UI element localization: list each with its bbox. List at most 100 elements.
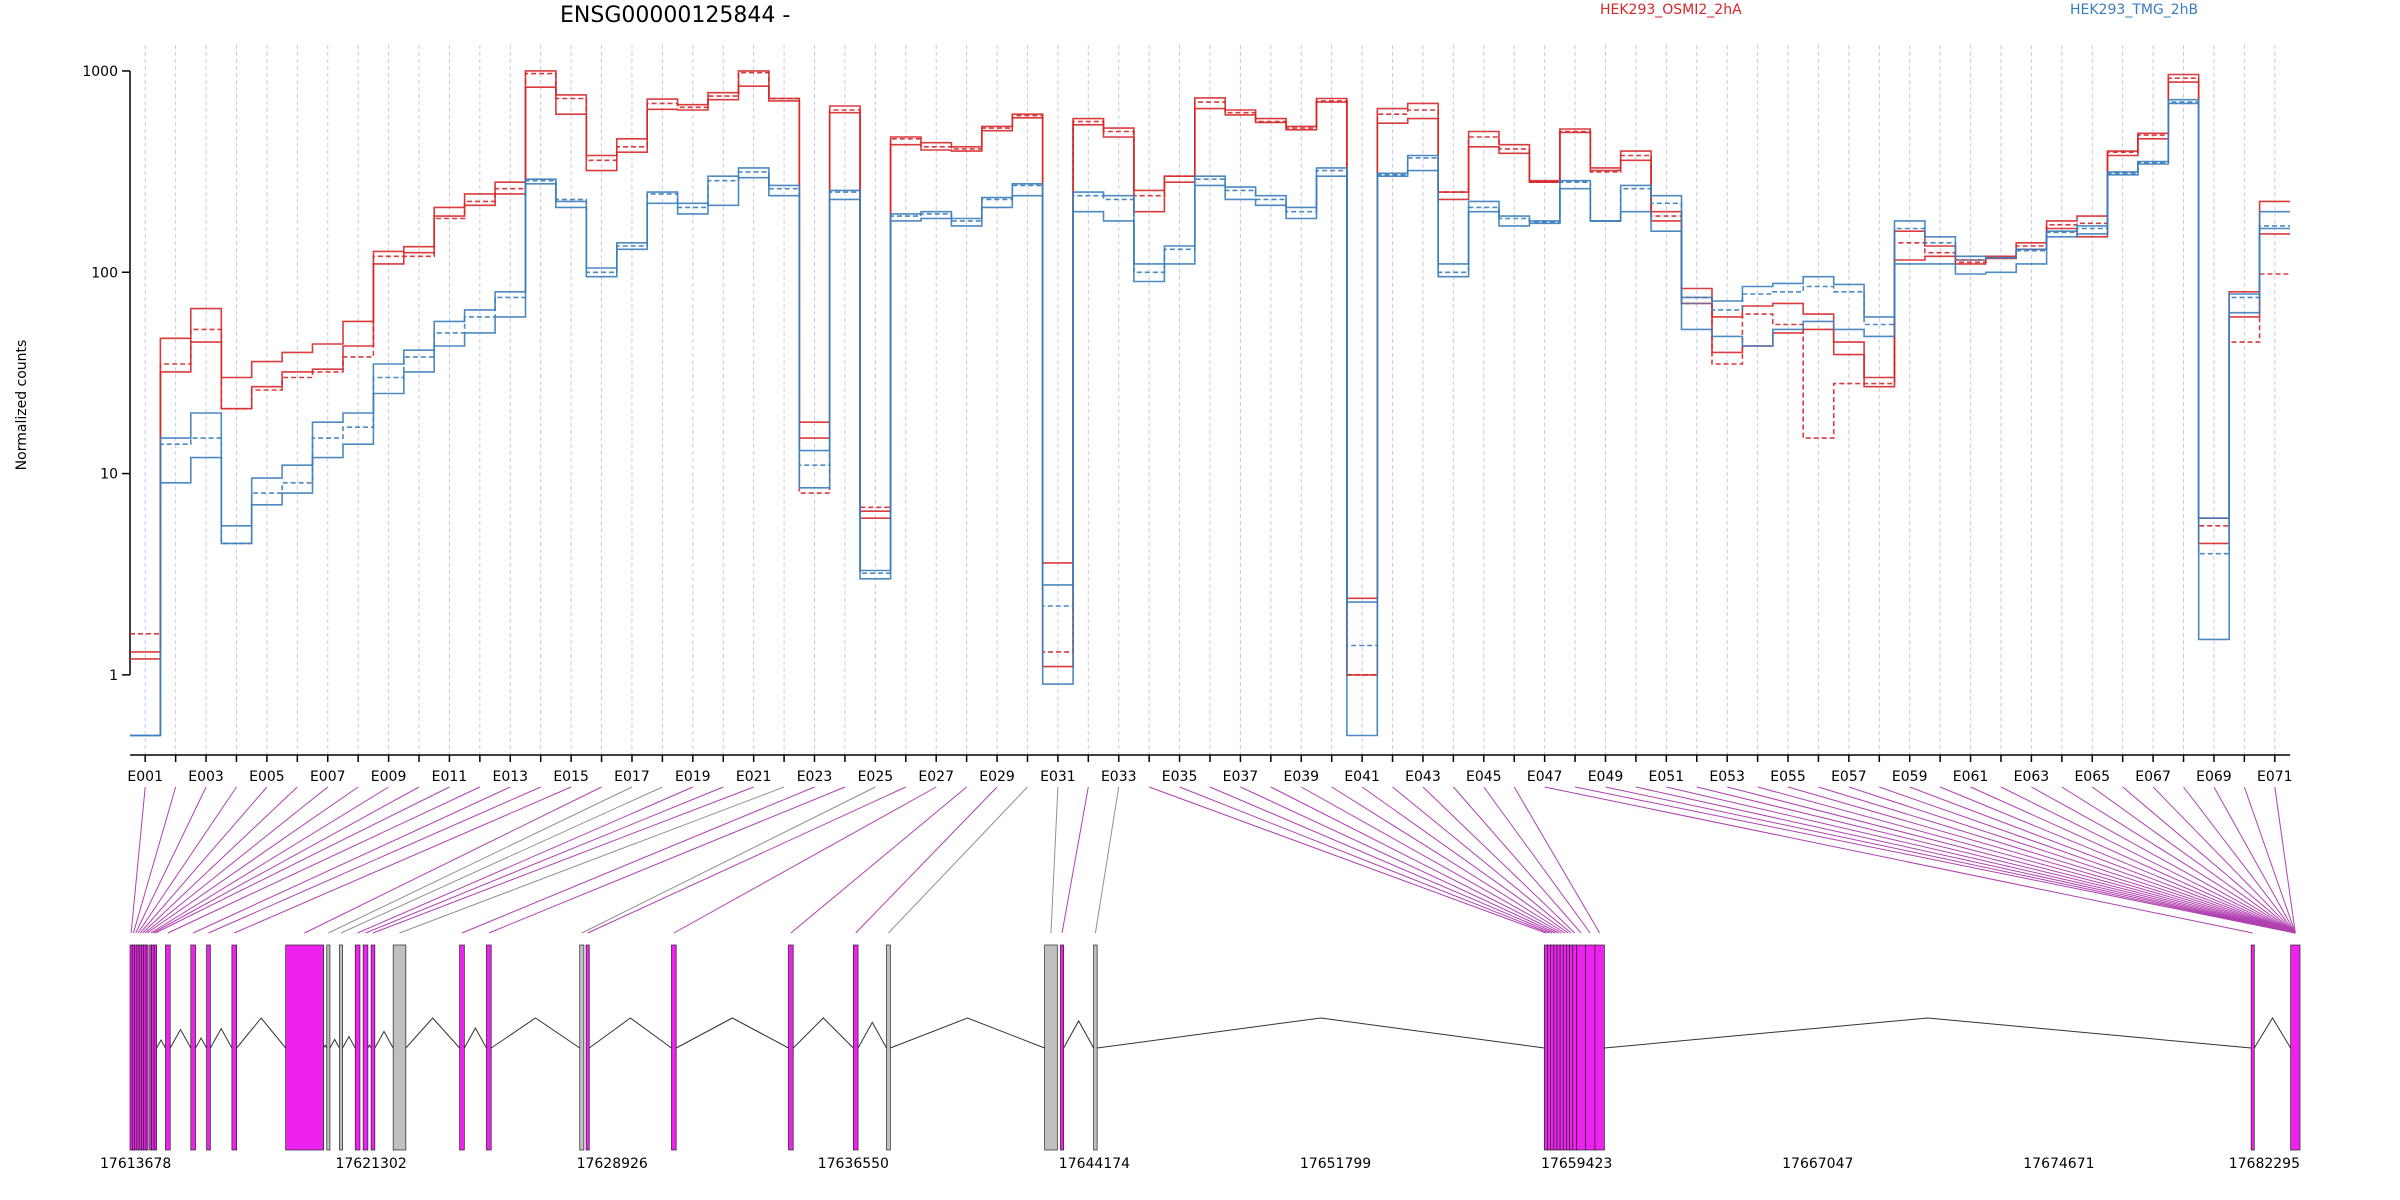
coordinate-label: 17613678 [100, 1156, 171, 1172]
exon-connector [365, 786, 724, 934]
x-tick-label: E043 [1405, 769, 1441, 785]
y-axis-label: Normalized counts [14, 340, 30, 471]
intron-line [195, 1037, 208, 1049]
exon-bin [1543, 944, 1548, 1151]
exon-connector [1757, 786, 2296, 934]
exon-connector [234, 786, 572, 934]
exon-bin [1044, 944, 1058, 1151]
exon-connector [1148, 786, 1547, 934]
chart-title: ENSG00000125844 - [560, 3, 790, 28]
coordinate-label: 17674671 [2023, 1156, 2094, 1172]
exon-connector [167, 786, 481, 934]
exon-bin [1566, 944, 1570, 1151]
exon-connector [1544, 786, 2253, 934]
exon-connector [1787, 786, 2296, 934]
series-lines [130, 70, 2290, 737]
exon-connector [2061, 786, 2296, 934]
intron-line [169, 1028, 192, 1049]
x-tick-label: E027 [918, 769, 954, 785]
exon-connector [1240, 786, 1556, 934]
x-tick-label: E037 [1223, 769, 1259, 785]
exon-connector [2152, 786, 2296, 934]
y-tick-label: 10 [100, 467, 118, 483]
intron-line [792, 1017, 854, 1049]
exon-connector [2122, 786, 2296, 934]
x-tick-label: E015 [553, 769, 589, 785]
exon-connector [328, 786, 633, 934]
x-tick-label: E017 [614, 769, 650, 785]
x-tick-label: E053 [1709, 769, 1745, 785]
exon-connector [2091, 786, 2296, 934]
exon-connector [1301, 786, 1562, 934]
exon-connector [1696, 786, 2296, 934]
x-tick-label: E009 [371, 769, 407, 785]
x-tick-label: E061 [1953, 769, 1989, 785]
coordinate-label: 17667047 [1782, 1156, 1853, 1172]
x-tick-label: E021 [736, 769, 772, 785]
x-tick-label: E025 [858, 769, 894, 785]
exon-bin [362, 944, 369, 1151]
x-tick-label: E057 [1831, 769, 1867, 785]
exon-connector [1879, 786, 2296, 934]
intron-line [857, 1021, 887, 1049]
x-tick-label: E069 [2196, 769, 2232, 785]
exon-bin [579, 944, 585, 1151]
intron-line [890, 1017, 1045, 1049]
exon-bin [1093, 944, 1098, 1151]
exon-connector [399, 786, 785, 934]
exon-bin [1060, 944, 1064, 1151]
x-tick-label: E065 [2074, 769, 2110, 785]
exon-connector [673, 786, 937, 934]
exon-bin [151, 944, 155, 1151]
exon-connector [1483, 786, 1591, 934]
exon-connector [1727, 786, 2296, 934]
x-tick-label: E071 [2257, 769, 2293, 785]
exon-connector [790, 786, 967, 934]
exon-connector [372, 786, 754, 934]
exon-connector [1666, 786, 2296, 934]
exon-connector [1422, 786, 1576, 934]
exon-connector [2274, 786, 2296, 934]
exon-connector [340, 786, 663, 934]
exon-bin [1556, 944, 1561, 1151]
exon-bin [2290, 944, 2301, 1151]
exon-bin [153, 944, 157, 1151]
exon-bin [206, 944, 211, 1151]
exon-connector [1848, 786, 2296, 934]
coordinate-label: 17628926 [577, 1156, 648, 1172]
exon-connector [1605, 786, 2296, 934]
intron-line [209, 1027, 233, 1049]
exon-connector [1094, 786, 1120, 934]
exon-connector [135, 786, 207, 934]
x-tick-label: E051 [1649, 769, 1685, 785]
coordinate-label: 17644174 [1059, 1156, 1130, 1172]
exon-bin [1559, 944, 1564, 1151]
exon-bin [459, 944, 465, 1151]
exon-connector [1909, 786, 2296, 934]
exon-connector [208, 786, 541, 934]
exon-connector [192, 786, 511, 934]
exon-bin [339, 944, 343, 1151]
intron-line [323, 1044, 328, 1049]
intron-line [1097, 1017, 1545, 1049]
exon-bin [671, 944, 677, 1151]
x-axis: E001 E003 E005 E007 E009 E011 E013 E015 E017 E019… [127, 754, 2293, 785]
x-tick-label: E047 [1527, 769, 1563, 785]
y-axis: 1 10 100 1000 [82, 64, 131, 684]
legend-entry-0: HEK293_OSMI2_2hA [1600, 2, 1742, 18]
exon-connector [1818, 786, 2296, 934]
exon-bin [852, 944, 859, 1151]
exon-bin [165, 944, 171, 1151]
x-tick-label: E059 [1892, 769, 1928, 785]
exon-bin [886, 944, 891, 1151]
intron-line [490, 1017, 581, 1049]
exon-connector [1970, 786, 2296, 934]
exon-connector [1635, 786, 2296, 934]
exon-bin [1547, 944, 1552, 1151]
exon-connector [2031, 786, 2296, 934]
exon-connector [1361, 786, 1569, 934]
x-tick-label: E001 [127, 769, 163, 785]
exon-bin [370, 944, 376, 1151]
exon-connector-lines [130, 786, 2296, 934]
